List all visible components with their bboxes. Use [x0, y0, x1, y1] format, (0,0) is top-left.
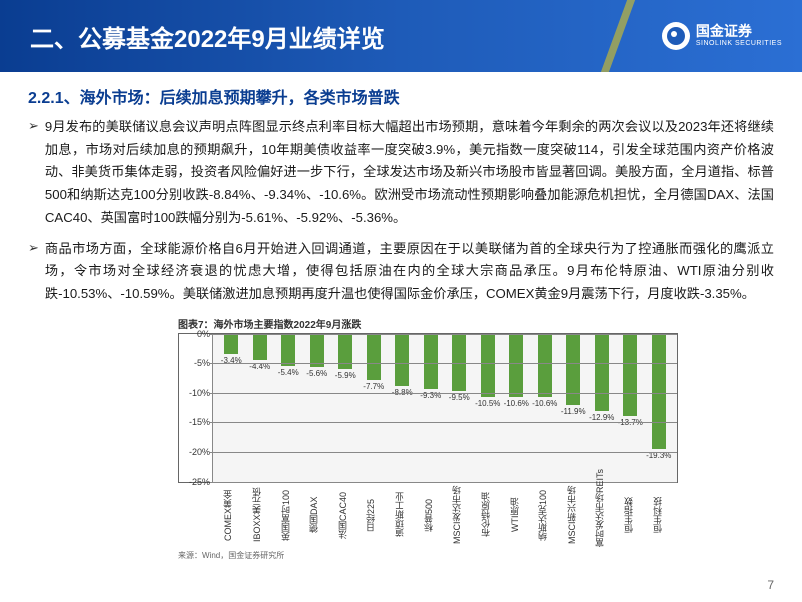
bar-group: -4.4% — [251, 334, 269, 482]
paragraph: ➢ 商品市场方面，全球能源价格自6月开始进入回调通道，主要原因在于以美联储为首的… — [28, 238, 774, 306]
bar: -12.9% — [595, 334, 609, 411]
bar: -7.7% — [367, 334, 381, 380]
chart-y-axis: 0%-5%-10%-15%-20%-25% — [179, 334, 213, 482]
y-tick: -5% — [194, 358, 210, 368]
x-axis-label: COMEX黄金 — [221, 483, 239, 549]
bar: -8.8% — [395, 334, 409, 387]
y-tick: 0% — [197, 329, 210, 339]
bar-group: -12.9% — [593, 334, 611, 482]
x-axis-label: MSCI发达市场 — [450, 483, 468, 549]
x-axis-label: 布伦特原油 — [479, 483, 497, 549]
x-axis-label: 法国CAC40 — [336, 483, 354, 549]
page-number: 7 — [767, 578, 774, 592]
bullet-icon: ➢ — [28, 240, 39, 306]
bar-group: -3.4% — [222, 334, 240, 482]
y-tick: -10% — [189, 388, 210, 398]
bar: -10.6% — [509, 334, 523, 398]
paragraph-text: 商品市场方面，全球能源价格自6月开始进入回调通道，主要原因在于以美联储为首的全球… — [45, 238, 774, 306]
bar-group: -13.7% — [621, 334, 639, 482]
x-axis-label: WTI原油 — [508, 483, 526, 549]
x-axis-label: 富时发达市场REITs — [593, 483, 611, 549]
x-axis-label: 德国DAX — [307, 483, 325, 549]
bar: -11.9% — [566, 334, 580, 405]
x-axis-label: 日经225 — [364, 483, 382, 549]
section-title: 2.2.1、海外市场：后续加息预期攀升，各类市场普跌 — [28, 84, 774, 108]
logo-text: 国金证券 SINOLINK SECURITIES — [696, 24, 782, 47]
paragraph-text: 9月发布的美联储议息会议声明点阵图显示终点利率目标大幅超出市场预期，意味着今年剩… — [45, 116, 774, 230]
x-axis-label: IBOXX美元债 — [250, 483, 268, 549]
bar-group: -8.8% — [393, 334, 411, 482]
paragraph: ➢ 9月发布的美联储议息会议声明点阵图显示终点利率目标大幅超出市场预期，意味着今… — [28, 116, 774, 230]
bar-group: -9.3% — [422, 334, 440, 482]
bar: -9.3% — [424, 334, 438, 390]
bar-value-label: -7.7% — [363, 382, 384, 391]
chart-plot-area: 0%-5%-10%-15%-20%-25% -3.4%-4.4%-5.4%-5.… — [178, 333, 678, 483]
x-axis-label: 恒生科技 — [651, 483, 669, 549]
bar: -3.4% — [224, 334, 238, 354]
bar-value-label: -5.6% — [306, 369, 327, 378]
company-logo: 国金证券 SINOLINK SECURITIES — [662, 22, 782, 50]
gridline — [213, 393, 677, 394]
bar-group: -5.4% — [279, 334, 297, 482]
slide-header: 二、公募基金2022年9月业绩详览 国金证券 SINOLINK SECURITI… — [0, 0, 802, 72]
y-tick: -25% — [189, 477, 210, 487]
bar-value-label: -11.9% — [561, 407, 586, 416]
y-tick: -20% — [189, 447, 210, 457]
x-axis-label: 道琼斯工业 — [393, 483, 411, 549]
x-axis-label: 恒生指数 — [622, 483, 640, 549]
bar-value-label: -9.5% — [449, 393, 470, 402]
chart-bars: -3.4% -4.4% -5.4% -5.6% -5.9% -7.7% -8.8% -9.3%… — [213, 334, 677, 482]
gridline — [213, 334, 677, 335]
bar-value-label: -5.4% — [278, 368, 299, 377]
chart-plot: -3.4% -4.4% -5.4% -5.6% -5.9% -7.7% -8.8% -9.3%… — [213, 334, 677, 482]
slide-title: 二、公募基金2022年9月业绩详览 — [30, 19, 385, 54]
bar-group: -10.6% — [507, 334, 525, 482]
bar: -10.5% — [481, 334, 495, 397]
bar-group: -11.9% — [564, 334, 582, 482]
bullet-icon: ➢ — [28, 118, 39, 230]
bar-value-label: -12.9% — [589, 413, 614, 422]
gridline — [213, 452, 677, 453]
slide-content: 2.2.1、海外市场：后续加息预期攀升，各类市场普跌 ➢ 9月发布的美联储议息会… — [0, 72, 802, 561]
bar-group: -5.9% — [336, 334, 354, 482]
bar-group: -10.6% — [536, 334, 554, 482]
logo-en: SINOLINK SECURITIES — [696, 40, 782, 48]
logo-icon — [662, 22, 690, 50]
chart-title: 图表7：海外市场主要指数2022年9月涨跌 — [178, 314, 678, 333]
bar-group: -9.5% — [450, 334, 468, 482]
chart-container: 图表7：海外市场主要指数2022年9月涨跌 0%-5%-10%-15%-20%-… — [178, 314, 678, 561]
x-axis-label: 英国富时100 — [279, 483, 297, 549]
chart-x-labels: COMEX黄金 IBOXX美元债英国富时100 德国DAX 法国CAC40 日经225 道… — [212, 483, 678, 549]
gridline — [213, 422, 677, 423]
logo-cn: 国金证券 — [696, 24, 782, 39]
bar-group: -5.6% — [308, 334, 326, 482]
bar-value-label: -10.5% — [475, 399, 500, 408]
x-axis-label: 纳斯达克100 — [536, 483, 554, 549]
bar: -4.4% — [253, 334, 267, 360]
bar-group: -7.7% — [365, 334, 383, 482]
gridline — [213, 363, 677, 364]
x-axis-label: MSCI新兴市场 — [565, 483, 583, 549]
y-tick: -15% — [189, 417, 210, 427]
chart-source: 来源：Wind，国金证券研究所 — [178, 550, 678, 561]
bar: -5.6% — [310, 334, 324, 368]
bar: -10.6% — [538, 334, 552, 398]
bar: -19.3% — [652, 334, 666, 450]
bar-value-label: -10.6% — [504, 399, 529, 408]
bar-value-label: -10.6% — [532, 399, 557, 408]
bar: -13.7% — [623, 334, 637, 416]
bar-group: -19.3% — [650, 334, 668, 482]
bar: -9.5% — [452, 334, 466, 391]
bar: -5.4% — [281, 334, 295, 366]
bar-group: -10.5% — [479, 334, 497, 482]
x-axis-label: 标普500 — [422, 483, 440, 549]
bar-value-label: -5.9% — [335, 371, 356, 380]
